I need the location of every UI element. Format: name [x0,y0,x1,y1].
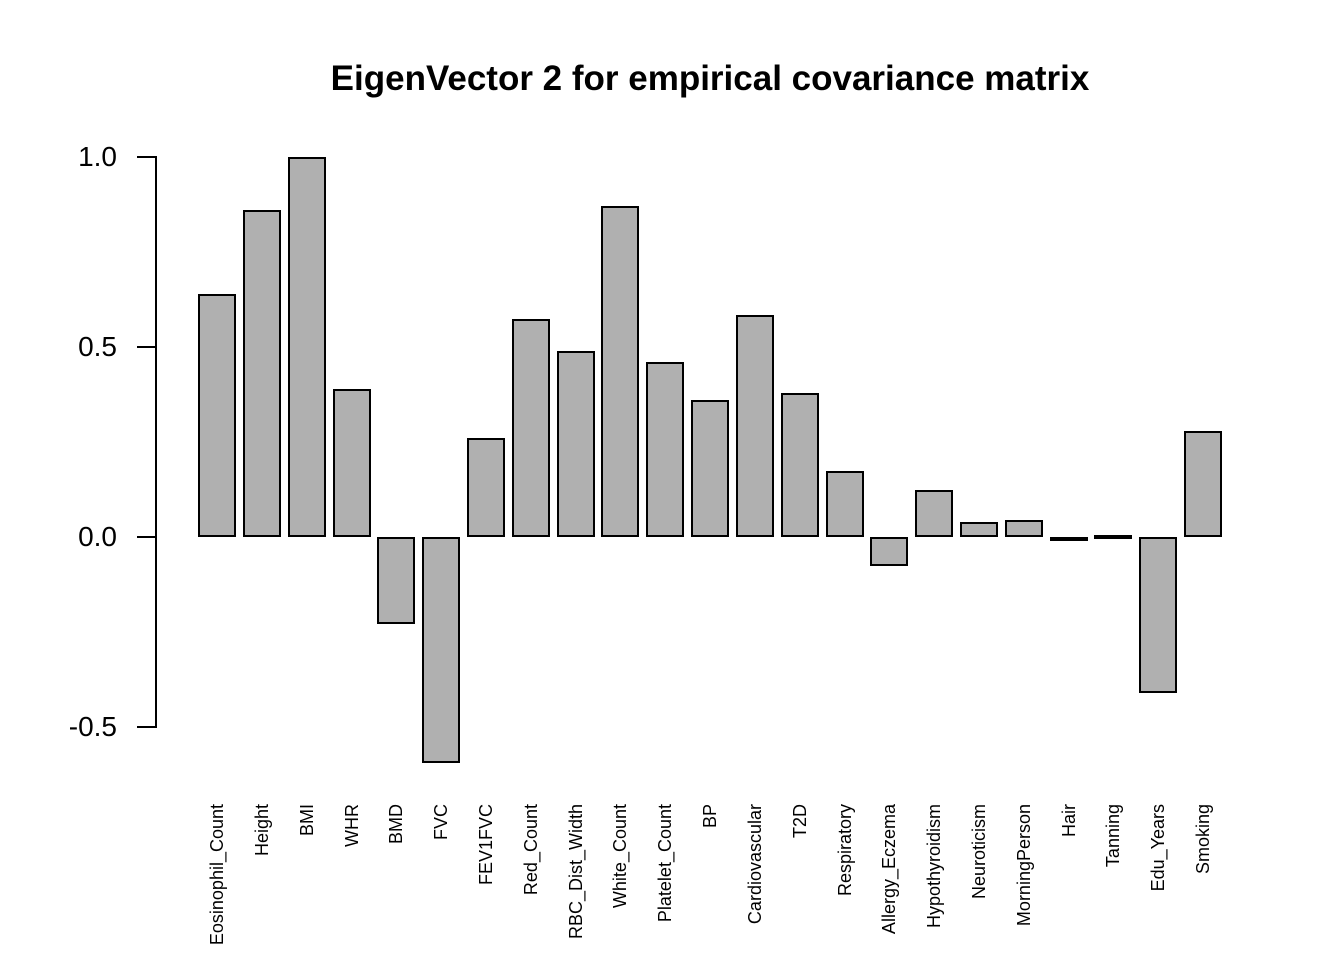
bar [556,350,595,537]
x-tick-label: White_Count [610,804,631,909]
bar [1004,519,1043,537]
bar [422,537,461,764]
y-tick-label: 0.5 [78,331,117,362]
x-tick-label: T2D [789,804,810,839]
y-tick-label: -0.5 [68,711,117,742]
chart-title: EigenVector 2 for empirical covariance m… [330,59,1090,98]
x-tick-label: Allergy_Eczema [879,804,900,935]
bar [332,388,371,537]
x-tick-label: WHR [341,804,362,847]
x-tick-label: Height [251,804,272,857]
bar [1139,537,1178,693]
bar [691,400,729,537]
bar [825,470,864,537]
x-tick-label: Red_Count [520,804,541,896]
bar [735,314,774,537]
x-tick-label: Smoking [1193,804,1213,875]
y-tick-mark [137,726,157,728]
y-tick-label: 0.0 [78,521,117,552]
bar [1049,537,1088,541]
bar [959,521,998,537]
x-tick-label: Hypothyroidism [924,804,945,929]
bar [1184,430,1222,537]
bar [1094,535,1133,540]
y-tick-mark [137,156,157,158]
bar [601,206,640,537]
bar [287,157,326,537]
y-axis-line [155,156,157,728]
x-tick-label: RBC_Dist_Width [565,804,586,940]
bar [377,537,416,625]
x-tick-label: BP [700,804,720,829]
bar [242,210,281,537]
y-tick-mark [137,536,157,538]
x-tick-label: FVC [431,804,452,840]
x-tick-label: Respiratory [834,804,855,897]
y-tick-mark [137,346,157,348]
x-tick-label: Edu_Years [1148,804,1169,892]
x-tick-label: Hair [1058,804,1079,838]
x-tick-label: Eosinophil_Count [207,804,227,946]
x-tick-label: FEV1FVC [475,804,496,886]
x-tick-label: Cardiovascular [744,804,765,925]
x-tick-label: Tanning [1103,804,1124,868]
y-tick-label: 1.0 [78,141,117,172]
bar [870,537,909,566]
bar [198,293,236,537]
x-tick-label: Neuroticism [968,804,989,900]
bar [646,362,685,537]
x-tick-label: BMI [296,804,317,837]
x-tick-label: MorningPerson [1013,804,1034,927]
bar [466,438,505,537]
bar [511,318,550,537]
bar [780,392,819,537]
x-tick-label: BMD [386,804,407,844]
bar [915,489,954,537]
x-tick-label: Platelet_Count [655,804,676,923]
